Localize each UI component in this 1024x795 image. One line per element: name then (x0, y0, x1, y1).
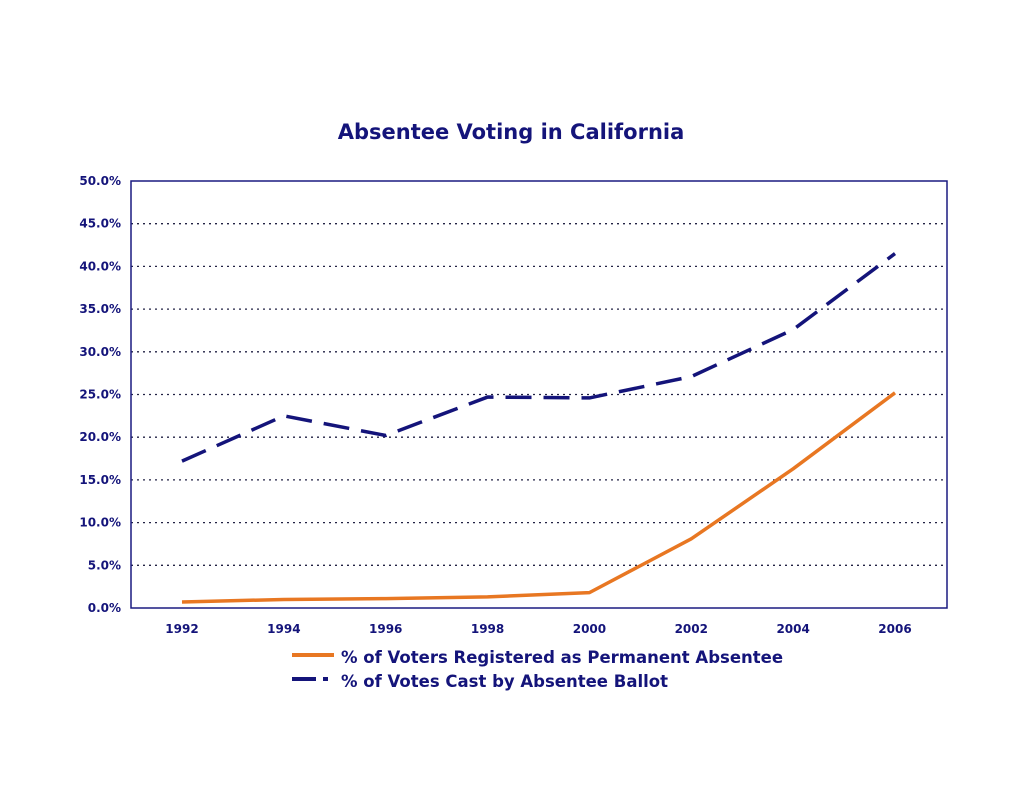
x-tick-label: 2006 (878, 622, 911, 636)
series-line-permanent-absentee (182, 393, 895, 602)
series-lines (182, 253, 895, 602)
y-tick-label: 10.0% (79, 516, 121, 530)
chart-title: Absentee Voting in California (338, 120, 685, 144)
legend-label-permanent-absentee: % of Voters Registered as Permanent Abse… (341, 648, 783, 667)
y-tick-label: 40.0% (79, 259, 121, 273)
gridlines (131, 224, 947, 566)
x-tick-label: 2000 (573, 622, 606, 636)
x-axis-ticks: 1992 1994 1996 1998 2000 2002 2004 2006 (165, 622, 911, 636)
y-tick-label: 20.0% (79, 430, 121, 444)
y-tick-label: 0.0% (88, 601, 121, 615)
legend: % of Voters Registered as Permanent Abse… (292, 648, 783, 691)
x-tick-label: 1994 (267, 622, 300, 636)
legend-label-absentee-ballot: % of Votes Cast by Absentee Ballot (341, 672, 668, 691)
x-tick-label: 2004 (776, 622, 809, 636)
y-tick-label: 45.0% (79, 217, 121, 231)
y-tick-label: 35.0% (79, 302, 121, 316)
x-tick-label: 2002 (675, 622, 708, 636)
x-tick-label: 1998 (471, 622, 504, 636)
x-tick-label: 1996 (369, 622, 402, 636)
y-axis-ticks: 0.0% 5.0% 10.0% 15.0% 20.0% 25.0% 30.0% 35.0% 40… (79, 174, 121, 615)
y-tick-label: 30.0% (79, 345, 121, 359)
y-tick-label: 25.0% (79, 388, 121, 402)
y-tick-label: 15.0% (79, 473, 121, 487)
y-tick-label: 5.0% (88, 558, 121, 572)
y-tick-label: 50.0% (79, 174, 121, 188)
x-tick-label: 1992 (165, 622, 198, 636)
series-line-absentee-ballot (182, 254, 895, 462)
